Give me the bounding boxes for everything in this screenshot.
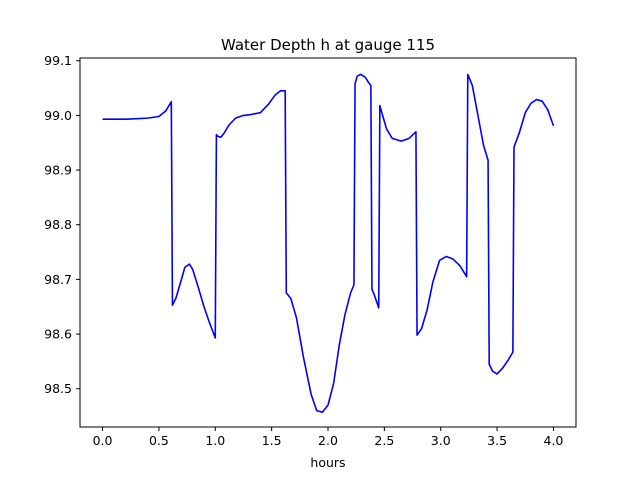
y-tick-label: 98.6	[44, 327, 72, 342]
x-tick-label: 2.0	[318, 433, 338, 448]
x-tick-label: 3.0	[431, 433, 451, 448]
x-tick-label: 1.5	[262, 433, 282, 448]
chart-title: Water Depth h at gauge 115	[221, 36, 435, 54]
plot-area	[79, 57, 577, 428]
x-tick-label: 4.0	[544, 433, 564, 448]
y-tick-label: 98.5	[44, 381, 72, 396]
x-tick-label: 1.0	[205, 433, 225, 448]
y-tick-label: 99.0	[44, 108, 72, 123]
y-tick-label: 98.9	[44, 163, 72, 178]
axis-ticks: 0.0 0.5 1.0 1.5 2.0 2.5 3.0 3.5 4.0 98.5 98.6 98.7 9…	[44, 53, 563, 448]
x-tick-label: 0.0	[93, 433, 113, 448]
series-line-0	[102, 73, 555, 414]
y-tick-label: 99.1	[44, 53, 72, 68]
x-tick-label: 3.5	[487, 433, 507, 448]
y-tick-label: 98.8	[44, 217, 72, 232]
plot-frame	[79, 57, 577, 428]
x-axis-label: hours	[310, 455, 345, 470]
x-tick-label: 0.5	[149, 433, 169, 448]
x-tick-label: 2.5	[374, 433, 394, 448]
y-tick-label: 98.7	[44, 272, 72, 287]
